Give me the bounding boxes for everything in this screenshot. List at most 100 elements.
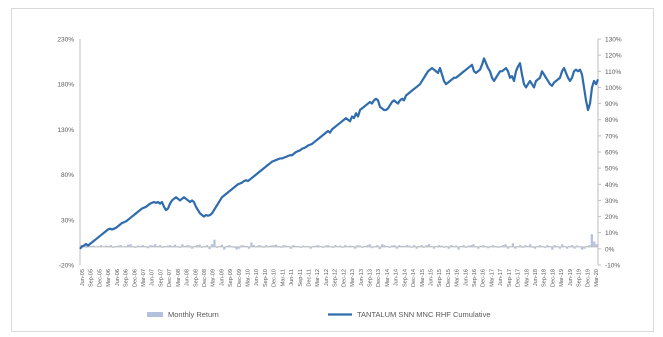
monthly-return-bar (504, 244, 507, 247)
right-tick-label: 100% (605, 85, 622, 92)
monthly-return-bar (378, 246, 381, 250)
monthly-return-bar (191, 246, 194, 249)
x-tick-label: Dec-10 (272, 269, 278, 287)
x-tick-label: Dec-05 (97, 269, 103, 287)
monthly-return-bar (566, 246, 569, 249)
x-tick-label: Sep-07 (158, 269, 164, 287)
x-tick-label: Dec-08 (202, 269, 208, 287)
monthly-return-bar (289, 246, 293, 249)
left-tick-label: 80% (61, 172, 74, 179)
x-tick-label: Jun-10 (254, 269, 260, 286)
monthly-return-bar (136, 245, 140, 247)
monthly-return-bar (580, 246, 584, 250)
chart-frame: -20% 30% 80% 130% 180% 230% -10% 0% 10% 20% 30% 40… (11, 8, 654, 332)
x-axis-ticks: Jun-05 Sep-05 Dec-05 Mar-06 Jun-06 Sep-06 Dec-… (80, 269, 600, 287)
monthly-return-bar (282, 245, 285, 247)
x-tick-label: Sep-18 (542, 269, 548, 287)
x-tick-label: Sep-17 (507, 269, 513, 287)
monthly-return-bar (173, 244, 177, 247)
monthly-return-bar (154, 244, 157, 247)
monthly-return-bar (151, 245, 154, 247)
right-axis-ticks: -10% 0% 10% 20% 30% 40% 50% 60% 70% 80% 90% 100% 110… (598, 37, 622, 270)
monthly-return-bar (242, 245, 246, 247)
cumulative-line (79, 57, 600, 250)
monthly-return-bar (501, 245, 505, 247)
x-tick-label: Sep-14 (402, 269, 408, 287)
monthly-return-bar (309, 246, 312, 249)
monthly-return-bar (353, 246, 357, 249)
x-tick-label: Mar-18 (524, 269, 530, 287)
right-tick-label: 110% (605, 69, 621, 76)
x-tick-label: Jun-09 (219, 269, 225, 286)
monthly-return-bar (129, 244, 132, 247)
monthly-return-bar (588, 245, 591, 247)
monthly-return-bar (492, 245, 495, 247)
x-tick-label: Dec-19 (585, 269, 591, 287)
right-tick-label: 80% (605, 117, 618, 124)
x-tick-label: Dec-15 (446, 269, 452, 287)
x-tick-label: Mar-14 (385, 269, 391, 287)
monthly-return-bar (104, 245, 108, 247)
x-tick-label: Dec-11 (307, 269, 313, 287)
monthly-return-bar (208, 246, 211, 250)
monthly-return-bar (186, 245, 189, 247)
x-tick-label: Jun-12 (324, 269, 330, 286)
monthly-return-bar (551, 246, 554, 250)
x-tick-label: Mar-19 (559, 269, 565, 287)
monthly-return-bar (371, 246, 374, 249)
monthly-return-bar (467, 245, 470, 247)
monthly-return-bar (393, 245, 396, 247)
x-tick-label: Mar-08 (176, 269, 182, 287)
x-tick-label: Jun-06 (115, 269, 121, 286)
monthly-return-bar (427, 244, 431, 247)
monthly-return-bar (257, 245, 260, 247)
monthly-return-bar (558, 246, 561, 249)
monthly-return-bar (235, 246, 238, 250)
monthly-return-bar (450, 245, 453, 247)
x-tick-label: Sep-13 (367, 269, 373, 287)
x-tick-label: Mar-12 (315, 269, 321, 287)
right-tick-label: 30% (605, 198, 618, 205)
x-tick-label: Jun-15 (428, 269, 434, 286)
x-tick-label: Jun-18 (533, 269, 539, 286)
monthly-return-bar (181, 244, 184, 247)
right-tick-label: -10% (605, 263, 620, 270)
monthly-return-bar (302, 245, 305, 247)
right-tick-label: 120% (605, 53, 622, 60)
x-tick-label: Jun-05 (80, 269, 86, 286)
monthly-return-bar (205, 245, 209, 247)
monthly-return-bar (440, 245, 443, 247)
x-tick-label: Jun-11 (289, 269, 295, 286)
x-tick-label: Dec-14 (411, 269, 417, 287)
monthly-return-bar (413, 245, 416, 247)
monthly-return-bar (168, 245, 172, 247)
monthly-return-bar (593, 241, 596, 247)
right-tick-label: 50% (605, 166, 618, 173)
monthly-return-bar (570, 245, 574, 247)
monthly-return-bar (220, 244, 223, 247)
monthly-return-bar (117, 245, 120, 247)
x-tick-label: Sep-12 (333, 269, 339, 287)
x-tick-label: Sep-16 (472, 269, 478, 287)
monthly-return-bar (247, 246, 251, 249)
monthly-return-bar (511, 243, 515, 247)
x-tick-label: Dec-13 (376, 269, 382, 287)
monthly-return-bar (390, 245, 394, 247)
right-tick-label: 0% (605, 246, 615, 253)
x-tick-label: Mar-07 (141, 269, 147, 287)
monthly-return-bar (462, 245, 465, 247)
monthly-return-bar (420, 245, 423, 247)
monthly-return-bar (240, 245, 243, 247)
x-tick-label: Jun-07 (150, 269, 156, 286)
left-tick-label: 230% (57, 37, 74, 44)
monthly-return-bar (469, 245, 473, 247)
x-tick-label: Mar-17 (489, 269, 495, 287)
monthly-return-bar (482, 245, 485, 247)
monthly-return-bar (141, 245, 145, 247)
monthly-return-bar (316, 245, 320, 247)
x-tick-label: Jun-13 (359, 269, 365, 286)
x-tick-label: Mar-15 (420, 269, 426, 287)
monthly-return-bar (408, 245, 411, 247)
monthly-return-bar (196, 245, 199, 247)
x-tick-label: Dec-16 (481, 269, 487, 287)
